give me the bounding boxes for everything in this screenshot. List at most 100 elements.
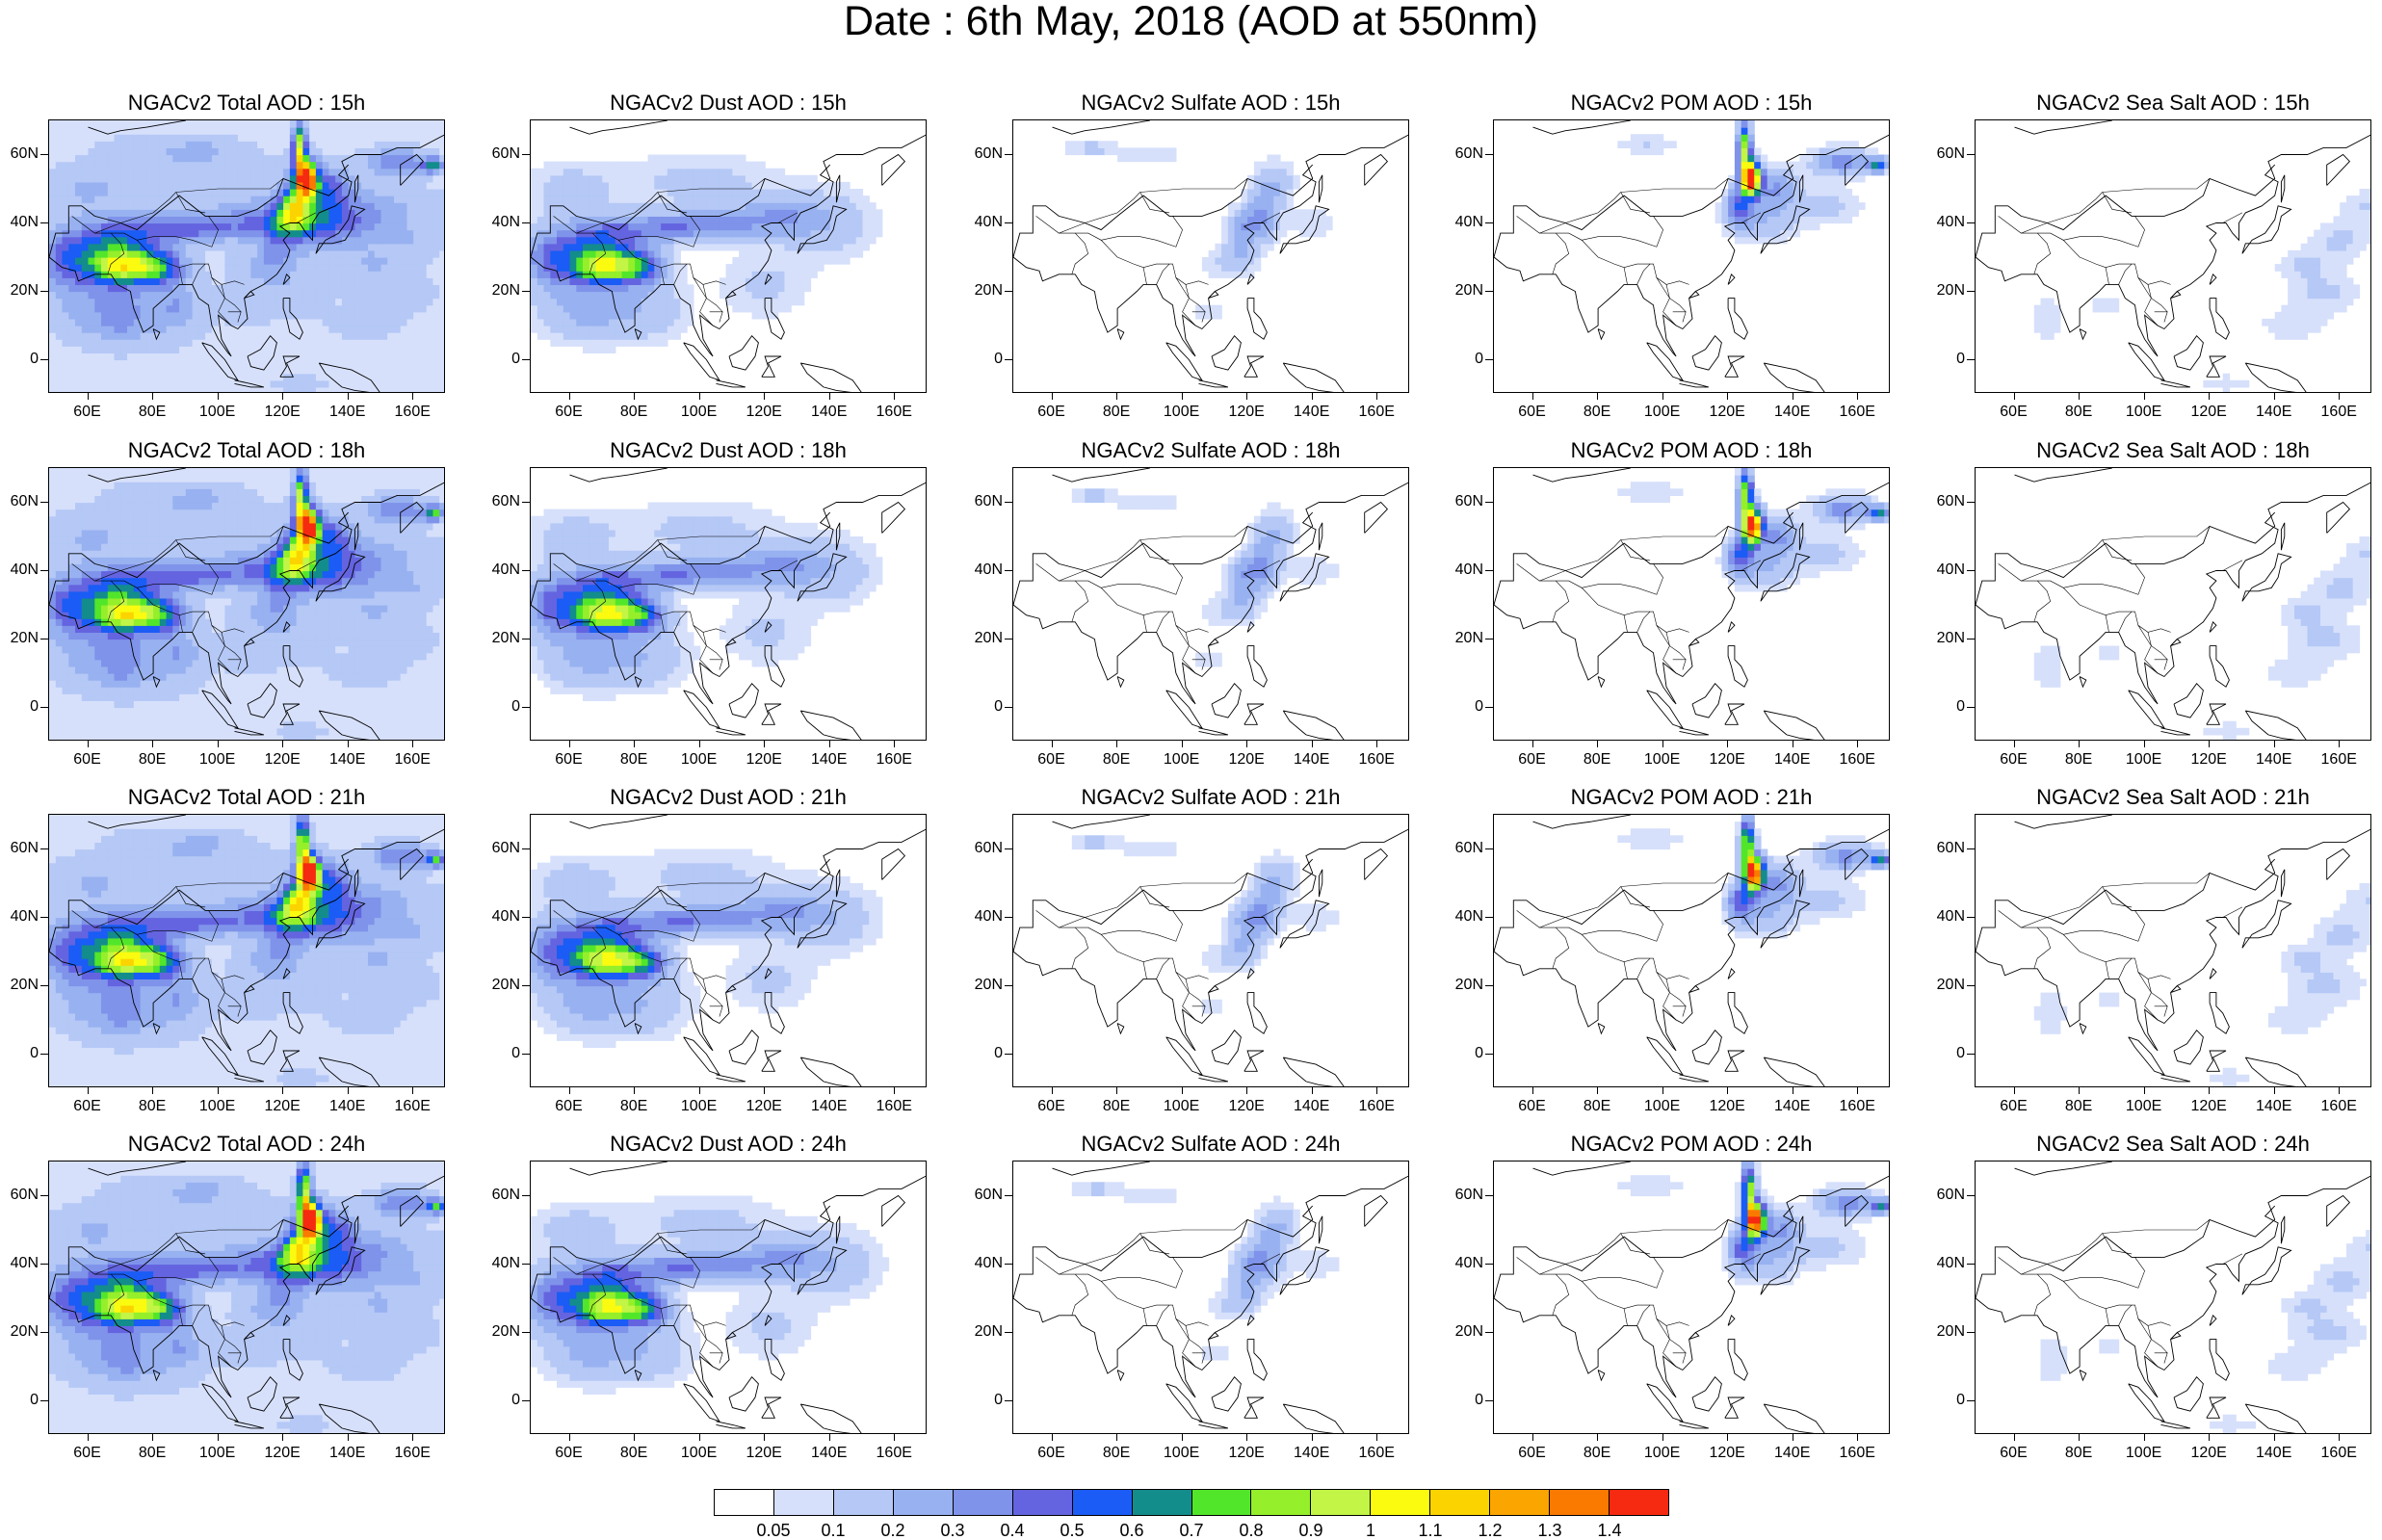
lon-tick-label: 160E — [865, 752, 923, 768]
lat-tick-label: 60N — [1926, 146, 1965, 162]
panel-title: NGACv2 Total AOD : 18h — [29, 439, 464, 462]
aod-colorbar — [714, 1489, 1669, 1516]
coastline — [1725, 356, 1744, 377]
country-border — [2138, 625, 2167, 660]
lon-tick-label: 60E — [1504, 1099, 1561, 1114]
lon-tick — [2144, 1087, 2145, 1094]
lon-tick-label: 140E — [1283, 1446, 1341, 1461]
colorbar-label: 1.2 — [1461, 1522, 1519, 1539]
coastline — [684, 343, 720, 380]
coastline — [1764, 711, 1825, 741]
coastline — [1365, 849, 1388, 880]
country-border — [1036, 1219, 1248, 1274]
lon-tick — [1727, 1087, 1728, 1094]
lon-tick — [2144, 741, 2145, 747]
lat-tick-label: 60N — [0, 494, 39, 509]
coastline — [882, 849, 905, 880]
aod-map-plot — [531, 468, 927, 741]
lon-tick — [1662, 393, 1663, 400]
colorbar-swatch — [715, 1490, 774, 1515]
lon-tick — [894, 393, 895, 400]
lon-tick-label: 160E — [865, 405, 923, 420]
lon-tick-label: 140E — [1283, 1099, 1341, 1114]
lon-tick — [1857, 741, 1858, 747]
lat-tick — [40, 291, 48, 292]
country-border — [1624, 1309, 1627, 1326]
coastline — [1199, 380, 1228, 387]
country-border — [1582, 910, 1662, 941]
lat-tick-label: 20N — [0, 1324, 39, 1340]
lon-tick — [152, 741, 153, 747]
lon-tick-label: 160E — [2310, 405, 2368, 420]
lon-tick-label: 120E — [1698, 405, 1756, 420]
coastline — [729, 336, 758, 370]
panel-title: NGACv2 POM AOD : 24h — [1474, 1133, 1909, 1156]
lon-tick-label: 120E — [1217, 1099, 1275, 1114]
country-border — [1673, 660, 1687, 670]
lon-tick-label: 100E — [1153, 1099, 1211, 1114]
lat-tick — [40, 1054, 48, 1055]
lat-tick — [1967, 707, 1975, 708]
panel-title: NGACv2 Sea Salt AOD : 18h — [1955, 439, 2382, 462]
coastline — [1212, 336, 1241, 370]
lon-tick-label: 140E — [2245, 405, 2303, 420]
lon-tick — [2274, 1434, 2275, 1441]
lat-tick-label: 60N — [1445, 1188, 1483, 1203]
country-border — [1637, 958, 1651, 979]
map-frame — [530, 814, 927, 1087]
coastline — [800, 711, 862, 741]
lon-tick — [152, 393, 153, 400]
country-border — [2155, 1006, 2168, 1017]
country-border — [2106, 615, 2108, 633]
lat-tick-label: 40N — [0, 215, 39, 230]
lat-tick — [1967, 570, 1975, 571]
lon-tick — [2014, 1087, 2015, 1094]
country-border — [1101, 216, 1182, 247]
coastline — [2174, 336, 2203, 370]
lon-tick-label: 140E — [2245, 1099, 2303, 1114]
lon-tick-label: 140E — [319, 1446, 377, 1461]
lon-tick — [282, 393, 283, 400]
coastline — [882, 1196, 905, 1227]
coastline — [1117, 677, 1124, 688]
lon-tick-label: 60E — [59, 752, 117, 768]
coastline — [1728, 622, 1735, 633]
lon-tick — [1597, 1087, 1598, 1094]
lon-tick-label: 100E — [2115, 1099, 2173, 1114]
lat-tick-label: 0 — [964, 352, 1003, 367]
lon-tick — [1376, 1434, 1377, 1441]
lon-tick-label: 160E — [1348, 1446, 1405, 1461]
lon-tick-label: 100E — [2115, 405, 2173, 420]
lon-tick — [2079, 1087, 2080, 1094]
country-border — [2223, 213, 2242, 223]
aod-map-plot — [1976, 1162, 2371, 1434]
lon-tick-label: 80E — [123, 405, 181, 420]
lat-tick — [522, 570, 530, 571]
lat-tick-label: 20N — [482, 631, 520, 646]
lat-tick — [522, 291, 530, 292]
country-border — [2034, 581, 2051, 622]
lat-tick-label: 20N — [1445, 978, 1483, 993]
panel-title: NGACv2 Dust AOD : 18h — [510, 439, 946, 462]
country-border — [2063, 1257, 2144, 1288]
country-border — [1999, 1219, 2211, 1274]
coastline — [1692, 1377, 1721, 1411]
coastline — [2161, 1075, 2190, 1082]
coastline — [2245, 1057, 2307, 1087]
coastline — [2210, 299, 2229, 340]
coastline — [2129, 1037, 2164, 1075]
lat-tick — [1485, 359, 1493, 360]
coastline — [2245, 1404, 2307, 1434]
lat-tick — [1005, 359, 1012, 360]
lon-tick-label: 100E — [189, 1099, 247, 1114]
coastline — [1692, 336, 1721, 370]
lon-tick — [348, 741, 349, 747]
lon-tick-label: 80E — [1568, 1446, 1626, 1461]
lat-tick — [40, 707, 48, 708]
lat-tick-label: 0 — [0, 1046, 39, 1061]
lon-tick-label: 120E — [1698, 1446, 1756, 1461]
colorbar-swatch — [774, 1490, 834, 1515]
